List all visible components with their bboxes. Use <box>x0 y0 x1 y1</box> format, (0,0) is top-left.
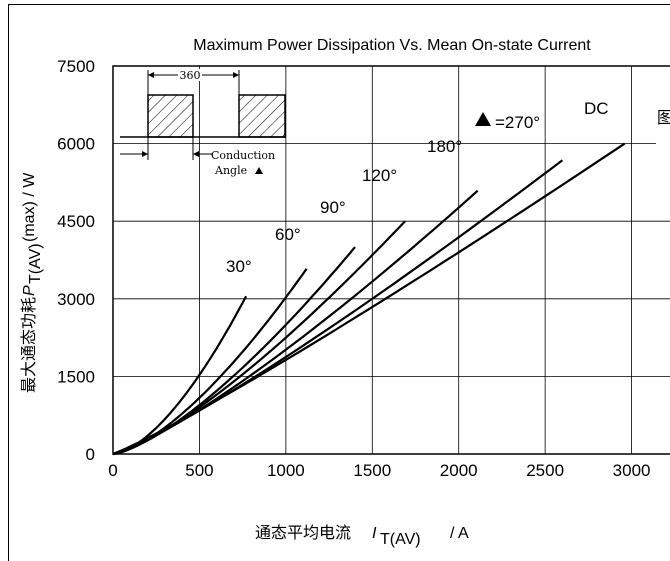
y-axis-label-rest: (max) / W <box>21 172 38 242</box>
x-axis-label-cn: 通态平均电流 <box>255 523 351 542</box>
x-tick-label: 0 <box>108 461 117 480</box>
plot-area <box>112 65 670 455</box>
y-tick-label: 3000 <box>57 290 95 309</box>
x-axis-label-sub: T(AV) <box>380 531 421 548</box>
inset-period-label: 360 <box>180 69 201 82</box>
y-tick-label: 6000 <box>57 135 95 154</box>
series-label: 120° <box>362 166 397 185</box>
y-tick-label: 4500 <box>57 212 95 231</box>
edge-char: 图 <box>657 108 670 127</box>
series-curves <box>112 142 626 456</box>
x-axis-label-unit: / A <box>450 525 469 542</box>
y-axis-label: 最大通态功耗 P T(AV) (max) / W <box>19 172 44 393</box>
y-tick-label: 7500 <box>57 57 95 76</box>
y-axis-label-cn: 最大通态功耗 <box>19 297 38 393</box>
x-tick-label: 2500 <box>526 461 564 480</box>
y-tick-label: 0 <box>86 445 95 464</box>
triangle-icon <box>255 167 263 174</box>
triangle-marker-icon <box>475 112 491 126</box>
waveform-inset: 360 Conduction Angle <box>120 69 286 177</box>
y-axis-label-sub: T(AV) <box>27 243 44 284</box>
y-tick-label: 1500 <box>57 367 95 386</box>
x-tick-label: 500 <box>185 461 213 480</box>
chart-title: Maximum Power Dissipation Vs. Mean On-st… <box>193 37 591 54</box>
x-tick-label: 1500 <box>353 461 391 480</box>
series-label: 60° <box>275 225 301 244</box>
y-axis-label-sym: P <box>21 285 38 296</box>
x-tick-label: 3000 <box>613 461 651 480</box>
x-tick-label: 1000 <box>267 461 305 480</box>
figure-frame <box>8 4 670 561</box>
inset-conduction-label: Conduction <box>211 149 275 162</box>
series-label: 30° <box>226 257 252 276</box>
series-label: DC <box>584 99 609 118</box>
series-label: 90° <box>320 198 346 217</box>
x-axis-label-sym: I <box>372 525 377 542</box>
inset-angle-label: Angle <box>214 164 247 177</box>
series-labels: 30° 60° 90° 120° 180° =270° DC <box>226 99 609 276</box>
x-tick-label: 2000 <box>440 461 478 480</box>
grid-lines <box>113 65 670 454</box>
series-line <box>112 142 626 456</box>
series-label: =270° <box>495 113 540 132</box>
series-label: 180° <box>427 137 462 156</box>
tick-labels: 0500100015002000250030003500015003000450… <box>57 57 651 480</box>
